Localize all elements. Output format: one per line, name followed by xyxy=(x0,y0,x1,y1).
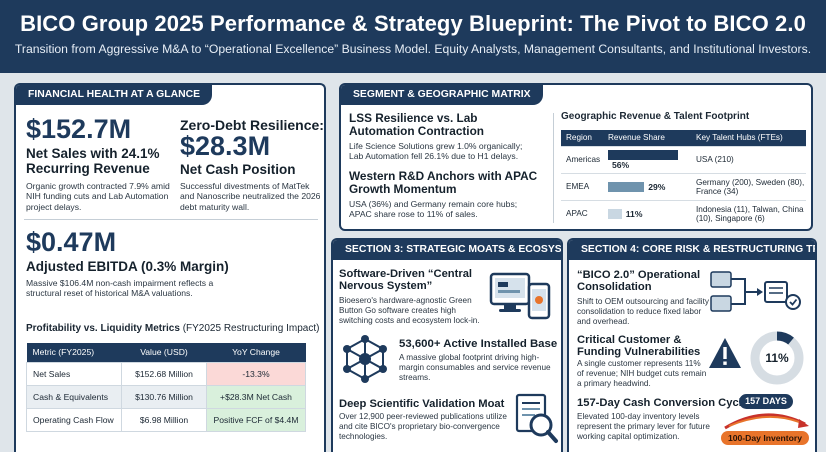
metric-cell: Net Sales xyxy=(26,361,122,386)
change-cell: Positive FCF of $4.4M xyxy=(206,407,306,432)
moat-validation-desc: Over 12,900 peer-reviewed publications u… xyxy=(339,412,507,441)
metric-cell: Cash & Equivalents xyxy=(26,384,122,409)
lss-title: LSS Resilience vs. Lab Automation Contra… xyxy=(349,111,484,138)
financial-health-panel: FINANCIAL HEALTH AT A GLANCE $152.7M Net… xyxy=(14,83,326,452)
moat-software-title: Software-Driven “Central Nervous System” xyxy=(339,268,473,293)
table-row: Operating Cash Flow $6.98 Million Positi… xyxy=(26,407,306,432)
hubs-cell: USA (210) xyxy=(691,145,806,173)
net-cash-label: Net Cash Position xyxy=(180,162,296,177)
metrics-title-rest: (FY2025 Restructuring Impact) xyxy=(182,323,320,334)
apac-desc: USA (36%) and Germany remain core hubs; … xyxy=(349,199,518,220)
warning-icon xyxy=(709,338,741,368)
inventory-badge: 100-Day Inventory xyxy=(721,431,809,445)
risk-cash-title: 157-Day Cash Conversion Cycle xyxy=(577,397,748,409)
risk-consolidation-desc: Shift to OEM outsourcing and facility co… xyxy=(577,297,709,326)
share-label: 29% xyxy=(648,181,666,192)
donut-label: 11% xyxy=(765,351,789,365)
hubs-cell: Indonesia (11), Talwan, China (10), Sing… xyxy=(691,199,806,227)
consolidation-flow-icon xyxy=(710,271,801,312)
software-devices-icon xyxy=(489,272,551,320)
page-title: BICO Group 2025 Performance & Strategy B… xyxy=(20,11,806,36)
hubs-cell: Germany (200), Sweden (80), France (34) xyxy=(691,172,806,200)
ebitda-label: Adjusted EBITDA (0.3% Margin) xyxy=(26,259,229,274)
metrics-header: Value (USD) xyxy=(121,343,207,362)
metrics-table: Metric (FY2025) Value (USD) YoY Change N… xyxy=(26,343,306,432)
metrics-title-bold: Profitability vs. Liquidity Metrics xyxy=(26,323,180,334)
moat-installed-desc: A massive global footprint driving high-… xyxy=(399,353,551,382)
share-label: 11% xyxy=(625,208,643,219)
risk-customer-desc: A single customer represents 11% of reve… xyxy=(577,359,707,388)
metrics-header: Metric (FY2025) xyxy=(26,343,122,362)
page-subtitle: Transition from Aggressive M&A to “Opera… xyxy=(14,42,812,56)
ebitda-desc: Massive $106.4M non-cash impairment refl… xyxy=(26,278,214,299)
segment-title: SEGMENT & GEOGRAPHIC MATRIX xyxy=(341,85,543,105)
header: BICO Group 2025 Performance & Strategy B… xyxy=(0,0,826,73)
share-bar xyxy=(608,181,645,192)
share-bar xyxy=(608,208,622,219)
net-sales-label: Net Sales with 24.1% Recurring Revenue xyxy=(26,146,160,176)
share-cell: 11% xyxy=(603,199,691,227)
publication-search-icon xyxy=(515,393,558,443)
moat-software-desc: Bioesero's hardware-agnostic Green Butto… xyxy=(339,296,480,325)
net-cash-label-top: Zero-Debt Resilience: xyxy=(180,117,324,133)
ebitda-value: $0.47M xyxy=(26,227,117,257)
change-cell: +$28.3M Net Cash xyxy=(206,384,306,409)
divider xyxy=(553,113,554,223)
net-cash-desc: Successful divestments of MatTek and Nan… xyxy=(180,181,321,212)
lss-desc: Life Science Solutions grew 1.0% organic… xyxy=(349,141,523,162)
share-cell: 29% xyxy=(603,172,691,200)
metrics-title: Profitability vs. Liquidity Metrics (FY2… xyxy=(26,323,319,334)
customer-concentration-donut: 11% xyxy=(750,331,804,385)
financial-health-title: FINANCIAL HEALTH AT A GLANCE xyxy=(16,85,213,105)
risk-customer-title: Critical Customer & Funding Vulnerabilit… xyxy=(577,334,701,359)
risk-panel: SECTION 4: CORE RISK & RESTRUCTURING TRA… xyxy=(567,238,817,452)
net-sales-desc: Organic growth contracted 7.9% amid NIH … xyxy=(26,181,170,212)
geo-title: Geographic Revenue & Talent Footprint xyxy=(561,111,750,122)
segment-panel: SEGMENT & GEOGRAPHIC MATRIX LSS Resilien… xyxy=(339,83,813,231)
risk-title: SECTION 4: CORE RISK & RESTRUCTURING TRA… xyxy=(569,240,815,260)
moats-title: SECTION 3: STRATEGIC MOATS & ECOSYSTEM xyxy=(333,240,561,260)
region-cell: APAC xyxy=(561,199,603,227)
change-cell: -13.3% xyxy=(206,361,306,386)
share-label: 56% xyxy=(612,159,630,170)
risk-consolidation-title: “BICO 2.0” Operational Consolidation xyxy=(577,269,701,294)
geo-header: Revenue Share xyxy=(603,130,691,146)
metric-cell: Operating Cash Flow xyxy=(26,407,122,432)
net-sales-value: $152.7M xyxy=(26,114,132,144)
value-cell: $130.76 Million xyxy=(121,384,207,409)
share-cell: 56% xyxy=(603,145,691,173)
share-bar xyxy=(608,149,678,160)
divider xyxy=(24,219,318,220)
table-row: EMEA 29% Germany (200), Sweden (80), Fra… xyxy=(561,172,806,200)
apac-title: Western R&D Anchors with APAC Growth Mom… xyxy=(349,169,538,196)
moats-panel: SECTION 3: STRATEGIC MOATS & ECOSYSTEM S… xyxy=(331,238,563,452)
value-cell: $6.98 Million xyxy=(121,407,207,432)
geo-table: Region Revenue Share Key Talent Hubs (FT… xyxy=(561,130,806,227)
moat-installed-title: 53,600+ Active Installed Base xyxy=(399,338,558,350)
cycle-days-badge: 157 DAYS xyxy=(739,394,793,409)
metrics-header: YoY Change xyxy=(206,343,306,362)
geo-header: Region xyxy=(561,130,603,146)
moat-validation-title: Deep Scientific Validation Moat xyxy=(339,398,505,410)
region-cell: Americas xyxy=(561,145,603,173)
table-row: Cash & Equivalents $130.76 Million +$28.… xyxy=(26,384,306,409)
cycle-arrow-icon xyxy=(724,413,809,430)
value-cell: $152.68 Million xyxy=(121,361,207,386)
donut-arc xyxy=(750,331,804,385)
risk-cash-desc: Elevated 100-day inventory levels repres… xyxy=(577,412,710,441)
geo-header: Key Talent Hubs (FTEs) xyxy=(691,130,806,146)
table-row: Americas 56% USA (210) xyxy=(561,145,806,173)
table-row: Net Sales $152.68 Million -13.3% xyxy=(26,361,306,386)
net-cash-value: $28.3M xyxy=(180,131,271,161)
network-nodes-icon xyxy=(343,335,387,383)
region-cell: EMEA xyxy=(561,172,603,200)
table-row: APAC 11% Indonesia (11), Talwan, China (… xyxy=(561,199,806,227)
